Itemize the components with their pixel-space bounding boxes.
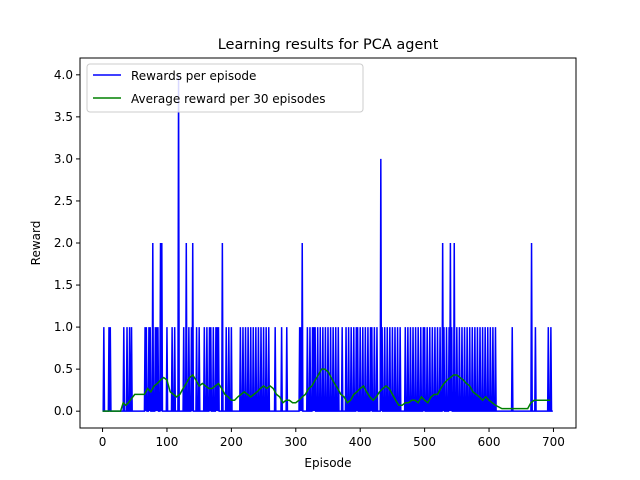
series-line-rewards — [102, 74, 553, 412]
chart-title: Learning results for PCA agent — [218, 37, 439, 53]
y-tick-label: 1.0 — [54, 320, 73, 334]
legend-label-rewards: Rewards per episode — [131, 69, 256, 83]
x-tick-label: 0 — [99, 435, 107, 449]
y-tick-label: 3.0 — [54, 152, 73, 166]
y-tick-label: 0.0 — [54, 404, 73, 418]
axes-frame — [79, 57, 577, 429]
x-tick-label: 300 — [284, 435, 307, 449]
x-tick-label: 500 — [413, 435, 436, 449]
legend-box — [86, 63, 364, 113]
x-tick-label: 600 — [478, 435, 501, 449]
y-tick-label: 2.0 — [54, 236, 73, 250]
plot-area — [102, 74, 553, 412]
x-tick-label: 100 — [156, 435, 179, 449]
x-tick-label: 200 — [220, 435, 243, 449]
x-tick-label: 700 — [542, 435, 565, 449]
series-line-average — [102, 368, 551, 412]
y-tick-label: 2.5 — [54, 194, 73, 208]
y-axis-label: Reward — [29, 221, 43, 266]
x-axis-label: Episode — [304, 456, 351, 470]
y-tick-label: 0.5 — [54, 362, 73, 376]
legend-label-average: Average reward per 30 episodes — [131, 92, 325, 106]
legend: Rewards per episode Average reward per 3… — [86, 63, 364, 113]
y-tick-label: 1.5 — [54, 278, 73, 292]
axis-ticks: 0 100 200 300 400 500 600 700 0.0 0.5 1.0 1.5 2.0 2.5… — [54, 68, 565, 449]
y-tick-label: 4.0 — [54, 68, 73, 82]
y-tick-label: 3.5 — [54, 110, 73, 124]
x-tick-label: 400 — [349, 435, 372, 449]
